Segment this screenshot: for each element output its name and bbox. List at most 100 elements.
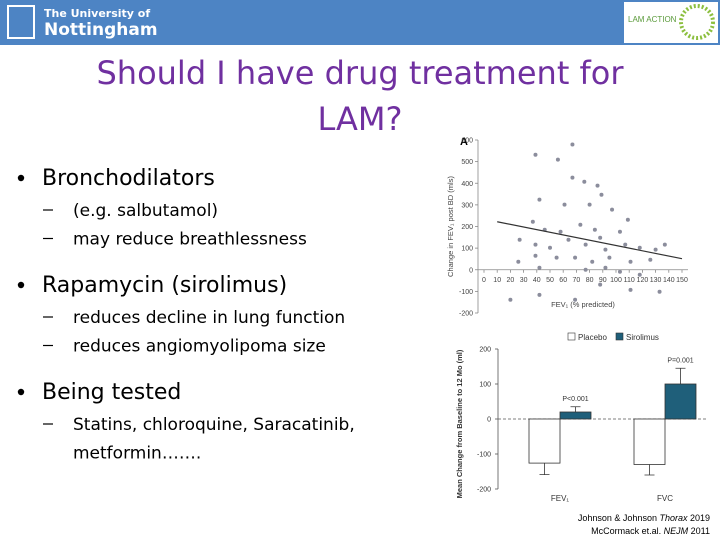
x-tick-label: 120	[637, 277, 649, 284]
y-tick-label: 0	[469, 267, 473, 274]
x-tick-label: 80	[586, 277, 594, 284]
scatter-point	[628, 287, 633, 292]
y-tick-label: 200	[461, 224, 473, 231]
partner-mark	[679, 4, 715, 40]
scatter-point	[537, 265, 542, 270]
x-tick-label: 50	[546, 277, 554, 284]
scatter-point	[533, 152, 538, 157]
bullet-text: Bronchodilators	[42, 166, 215, 191]
bullet-list: Bronchodilators (e.g. salbutamol) may redu…	[17, 166, 355, 464]
scatter-point	[573, 297, 578, 302]
citation-year: 2019	[687, 513, 710, 523]
error-bar	[570, 406, 581, 412]
scatter-point	[628, 259, 633, 264]
scatter-point	[662, 242, 667, 247]
y-tick-label: -200	[477, 487, 491, 494]
scatter-point	[562, 202, 567, 207]
scatter-point	[508, 297, 513, 302]
scatter-point	[590, 259, 595, 264]
bullet-dot	[17, 281, 25, 289]
scatter-point	[537, 197, 542, 202]
y-tick-label: -100	[477, 452, 491, 459]
sub-text: reduces decline in lung function	[73, 308, 345, 328]
y-tick-label: 200	[479, 347, 491, 354]
scatter-point	[595, 183, 600, 188]
citation: McCormack et.al. NEJM 2011	[591, 526, 710, 536]
x-tick-label: FVC	[657, 494, 673, 503]
x-tick-label: 70	[573, 277, 581, 284]
scatter-point	[516, 259, 521, 264]
x-tick-label: 60	[559, 277, 567, 284]
y-tick-label: 300	[461, 202, 473, 209]
scatter-point	[530, 219, 535, 224]
legend-label: Sirolimus	[626, 333, 659, 342]
scatter-point	[554, 255, 559, 260]
y-tick-label: -100	[459, 289, 473, 296]
scatter-point	[533, 242, 538, 247]
y-axis-label: Change in FEV₁ post BD (mls)	[446, 176, 455, 277]
scatter-point	[637, 245, 642, 250]
x-axis-label: FEV₁ (% predicted)	[551, 300, 615, 309]
annotation: P<0.001	[562, 396, 588, 403]
sub-text: Statins, chloroquine, Saracatinib,	[73, 415, 355, 435]
scatter-point	[598, 235, 603, 240]
error-bar	[644, 464, 655, 476]
sub-text: (e.g. salbutamol)	[73, 201, 218, 221]
scatter-point	[599, 192, 604, 197]
trend-line	[497, 221, 683, 260]
legend-label: Placebo	[578, 333, 607, 342]
y-tick-label: 500	[461, 159, 473, 166]
error-bar	[539, 463, 550, 476]
y-tick-label: 0	[487, 417, 491, 424]
y-tick-label: 100	[461, 246, 473, 253]
scatter-point	[610, 207, 615, 212]
y-tick-label: 100	[479, 382, 491, 389]
x-tick-label: 110	[624, 277, 635, 284]
y-tick-label: 400	[461, 181, 473, 188]
x-tick-label: 140	[663, 277, 675, 284]
title-line2: LAM?	[317, 100, 402, 138]
x-tick-label: 100	[610, 277, 622, 284]
scatter-point	[558, 229, 563, 234]
scatter-point	[583, 242, 588, 247]
bullet-text: Being tested	[42, 380, 181, 405]
x-tick-label: 130	[650, 277, 662, 284]
x-tick-label: 10	[493, 277, 501, 284]
scatter-point	[582, 179, 587, 184]
scatter-point	[637, 272, 642, 277]
annotation: P=0.001	[667, 357, 693, 364]
citation-authors: Johnson & Johnson	[578, 513, 660, 523]
citation-journal: NEJM	[664, 526, 689, 536]
scatter-point	[566, 237, 571, 242]
sub-text: reduces angiomyolipoma size	[73, 337, 326, 357]
citation-year: 2011	[688, 526, 710, 536]
bullet-dot	[17, 388, 25, 396]
scatter-point	[570, 142, 575, 147]
scatter-point	[625, 217, 630, 222]
x-tick-label: 90	[599, 277, 607, 284]
scatter-point	[607, 255, 612, 260]
scatter-point	[592, 227, 597, 232]
scatter-point	[517, 237, 522, 242]
logo-line1: The University of	[44, 7, 150, 20]
legend-swatch	[567, 332, 576, 341]
x-tick-label: FEV₁	[551, 494, 570, 503]
scatter-point	[617, 269, 622, 274]
y-tick-label: 600	[461, 138, 473, 145]
scatter-point	[617, 229, 622, 234]
x-tick-label: 20	[507, 277, 515, 284]
scatter-point	[570, 175, 575, 180]
x-tick-label: 30	[520, 277, 528, 284]
bullet-text: Rapamycin (sirolimus)	[42, 273, 287, 298]
citation: Johnson & Johnson Thorax 2019	[578, 513, 710, 523]
scatter-point	[648, 257, 653, 262]
bar	[633, 418, 666, 465]
scatter-point	[587, 202, 592, 207]
error-bar	[675, 367, 686, 384]
bar	[664, 383, 697, 420]
scatter-point	[578, 222, 583, 227]
sub-text: metformin…….	[73, 444, 201, 464]
scatter-point	[573, 255, 578, 260]
scatter-point	[603, 265, 608, 270]
logo-line2: Nottingham	[44, 20, 158, 40]
